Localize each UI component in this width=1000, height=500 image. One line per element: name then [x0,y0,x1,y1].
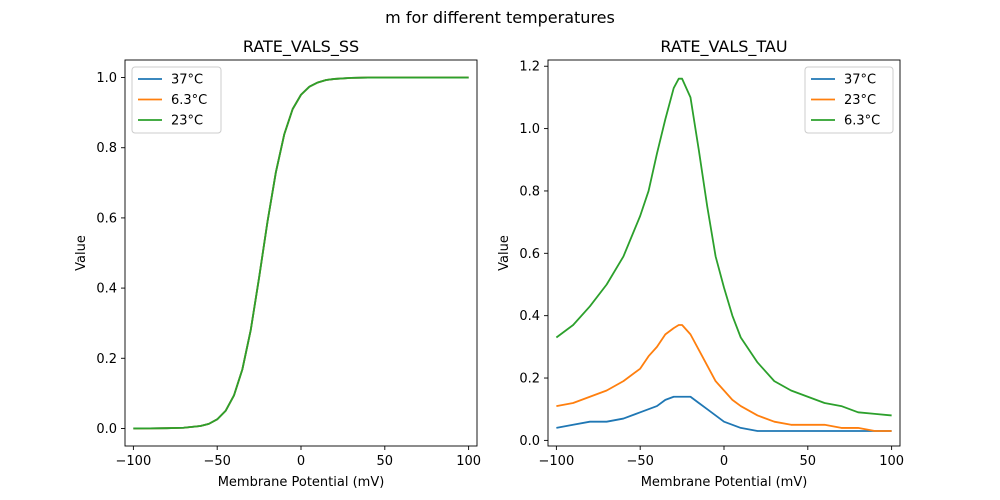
left-y-tick-label: 0.0 [96,422,117,437]
left-panel-title: RATE_VALS_SS [243,37,359,57]
left-x-tick-label: −100 [116,454,152,469]
right-y-tick-label: 1.0 [519,122,540,137]
right-y-tick-label: 0.8 [519,184,540,199]
right-series-line-1 [556,324,892,432]
right-x-axis-label: Membrane Potential (mV) [641,475,808,490]
right-panel-title: RATE_VALS_TAU [660,37,787,57]
left-legend-label: 23°C [171,114,203,129]
left-y-tick-label: 0.8 [96,141,117,156]
right-series-line-2 [555,77,892,417]
left-y-tick-label: 1.0 [96,71,117,86]
left-legend-box [131,66,222,134]
right-y-tick-label: 0.6 [519,247,540,262]
right-x-tick-label: 100 [879,454,904,469]
left-x-tick-label: −50 [203,454,230,469]
right-legend-box [804,66,894,134]
left-series-line-2 [133,76,469,430]
right-x-tick-label: 0 [720,454,728,469]
right-y-axis-label: Value [497,235,512,271]
left-plot-area: −100 −50 0 50 100 0.0 0.2 0.4 0.6 0.8 1.0 37°C 6.3°C… [96,59,481,469]
right-y-tick-label: 0.4 [519,309,540,324]
right-x-tick-label: −50 [626,454,653,469]
left-y-tick-label: 0.2 [96,352,117,367]
left-y-axis-label: Value [74,235,89,271]
left-y-tick-label: 0.6 [96,211,117,226]
right-legend: 37°C 23°C 6.3°C [804,66,894,134]
right-y-tick-label: 0.2 [519,372,540,387]
left-legend-label: 37°C [171,73,203,88]
left-y-tick-label: 0.4 [96,282,117,297]
left-x-axis-label: Membrane Potential (mV) [218,475,385,490]
right-legend-label: 37°C [844,73,876,88]
right-y-tick-label: 0.0 [519,434,540,449]
right-legend-label: 23°C [844,93,876,108]
right-panel: RATE_VALS_TAU −100 −50 0 50 100 0.0 0.2 0.4 0.6 0… [497,37,904,490]
right-series-group [555,77,892,432]
right-series-line-0 [556,395,892,432]
left-x-tick-label: 100 [456,454,481,469]
left-x-tick-label: 50 [377,454,394,469]
left-panel: RATE_VALS_SS −100 −50 0 50 100 0.0 0.2 0.4 0.6 0.… [74,37,481,490]
right-x-tick-label: −100 [539,454,575,469]
left-x-tick-label: 0 [297,454,305,469]
left-series-group [133,76,469,430]
left-legend-label: 6.3°C [171,93,207,108]
right-x-tick-label: 50 [800,454,817,469]
left-legend: 37°C 6.3°C 23°C [131,66,222,134]
right-legend-label: 6.3°C [844,114,880,129]
right-plot-area: −100 −50 0 50 100 0.0 0.2 0.4 0.6 0.8 1.0 1.2 37°C 23… [519,59,904,469]
right-y-tick-label: 1.2 [519,60,540,75]
figure-suptitle: m for different temperatures [385,8,615,27]
